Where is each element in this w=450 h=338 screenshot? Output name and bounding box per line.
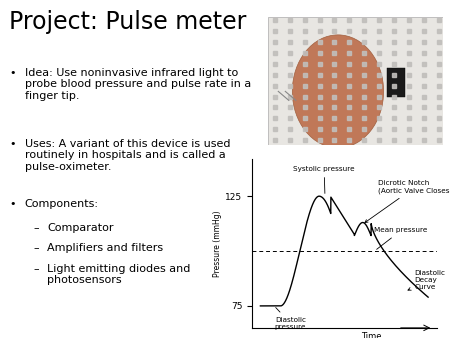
Text: Idea: Use noninvasive infrared light to
probe blood pressure and pulse rate in a: Idea: Use noninvasive infrared light to … — [25, 68, 251, 101]
Text: Mean pressure: Mean pressure — [374, 227, 428, 249]
Text: Comparator: Comparator — [47, 223, 114, 233]
Text: –: – — [34, 223, 40, 233]
Text: •: • — [9, 199, 15, 210]
Text: Light emitting diodes and
photosensors: Light emitting diodes and photosensors — [47, 264, 191, 285]
Text: Uses: A variant of this device is used
routinely in hospitals and is called a
pu: Uses: A variant of this device is used r… — [25, 139, 230, 172]
FancyBboxPatch shape — [268, 17, 443, 145]
Text: Components:: Components: — [25, 199, 99, 210]
Text: Time: Time — [361, 332, 382, 338]
Text: Project: Pulse meter: Project: Pulse meter — [9, 10, 247, 34]
Text: Diastolic
Decay
Curve: Diastolic Decay Curve — [408, 270, 446, 290]
Text: –: – — [34, 243, 40, 254]
Text: Systolic pressure: Systolic pressure — [293, 166, 355, 193]
Text: Amplifiers and filters: Amplifiers and filters — [47, 243, 163, 254]
Text: Diastolic
pressure: Diastolic pressure — [275, 308, 306, 330]
Text: Dicrotic Notch
(Aortic Valve Closes): Dicrotic Notch (Aortic Valve Closes) — [365, 180, 450, 222]
Text: •: • — [9, 139, 15, 149]
Text: •: • — [9, 68, 15, 78]
FancyBboxPatch shape — [387, 68, 405, 97]
Y-axis label: Pressure (mmHg): Pressure (mmHg) — [213, 210, 222, 277]
Text: –: – — [34, 264, 40, 274]
Ellipse shape — [292, 35, 383, 148]
